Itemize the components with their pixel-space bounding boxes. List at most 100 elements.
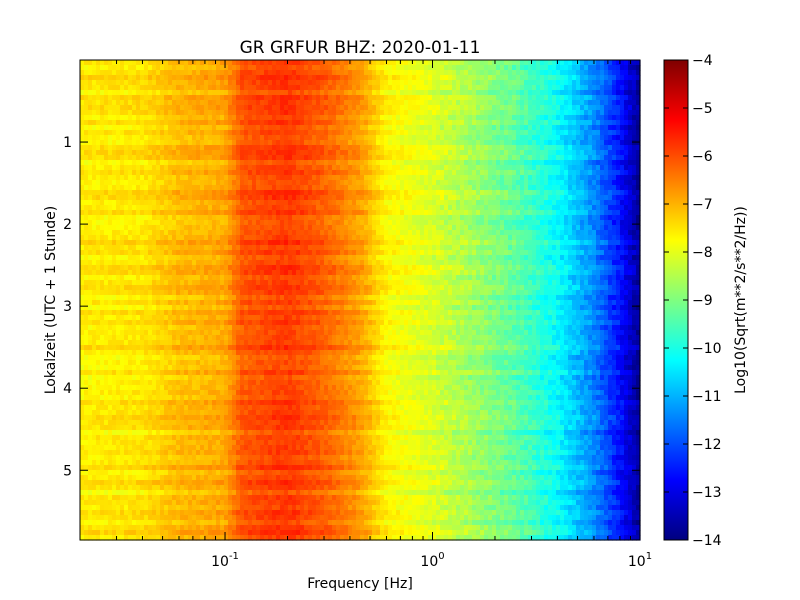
heatmap-cell [104,345,109,351]
heatmap-cell [164,525,169,531]
heatmap-cell [192,365,197,371]
heatmap-cell [88,425,93,431]
heatmap-cell [196,80,201,86]
heatmap-cell [220,290,225,296]
heatmap-cell [244,135,249,141]
heatmap-cell [188,385,193,391]
heatmap-cell [184,420,189,426]
heatmap-cell [92,235,97,241]
heatmap-cell [124,340,129,346]
heatmap-cell [104,510,109,516]
heatmap-cell [216,195,221,201]
heatmap-cell [240,115,245,121]
heatmap-cell [124,395,129,401]
heatmap-cell [196,270,201,276]
heatmap-cell [184,310,189,316]
heatmap-cell [184,535,189,541]
heatmap-cell [160,355,165,361]
heatmap-cell [244,185,249,191]
heatmap-cell [152,470,157,476]
heatmap-cell [144,345,149,351]
heatmap-cell [236,275,241,281]
heatmap-cell [108,525,113,531]
heatmap-cell [256,310,261,316]
heatmap-cell [204,535,209,541]
heatmap-cell [100,255,105,261]
heatmap-cell [196,70,201,76]
heatmap-cell [84,70,89,76]
heatmap-cell [180,360,185,366]
heatmap-cell [216,70,221,76]
heatmap-cell [188,205,193,211]
heatmap-cell [212,180,217,186]
heatmap-cell [128,525,133,531]
heatmap-cell [224,245,229,251]
heatmap-cell [260,255,265,261]
heatmap-cell [156,205,161,211]
heatmap-cell [268,85,273,91]
heatmap-cell [272,110,277,116]
heatmap-cell [256,390,261,396]
heatmap-cell [180,155,185,161]
heatmap-cell [252,265,257,271]
heatmap-cell [140,135,145,141]
heatmap-cell [264,360,269,366]
heatmap-cell [92,465,97,471]
heatmap-cell [272,525,277,531]
heatmap-cell [108,485,113,491]
heatmap-cell [80,145,85,151]
heatmap-cell [120,265,125,271]
heatmap-cell [164,270,169,276]
heatmap-cell [88,75,93,81]
heatmap-cell [216,220,221,226]
heatmap-cell [224,385,229,391]
heatmap-cell [200,190,205,196]
heatmap-cell [140,350,145,356]
heatmap-cell [112,405,117,411]
heatmap-cell [232,255,237,261]
heatmap-cell [96,80,101,86]
heatmap-cell [200,440,205,446]
heatmap-cell [152,225,157,231]
heatmap-cell [108,365,113,371]
heatmap-cell [272,460,277,466]
heatmap-cell [168,190,173,196]
heatmap-cell [220,190,225,196]
heatmap-cell [204,375,209,381]
heatmap-cell [232,230,237,236]
heatmap-cell [116,410,121,416]
heatmap-cell [168,315,173,321]
heatmap-cell [80,75,85,81]
heatmap-cell [224,435,229,441]
heatmap-cell [172,245,177,251]
heatmap-cell [280,495,285,501]
heatmap-cell [216,340,221,346]
heatmap-cell [164,360,169,366]
heatmap-cell [128,520,133,526]
heatmap-cell [272,80,277,86]
heatmap-cell [132,75,137,81]
heatmap-cell [208,315,213,321]
heatmap-cell [176,80,181,86]
heatmap-cell [108,240,113,246]
heatmap-cell [164,485,169,491]
heatmap-cell [120,520,125,526]
heatmap-cell [112,465,117,471]
heatmap-cell [112,415,117,421]
heatmap-cell [276,500,281,506]
heatmap-cell [92,535,97,541]
heatmap-cell [200,105,205,111]
heatmap-cell [164,65,169,71]
heatmap-cell [212,70,217,76]
heatmap-cell [212,400,217,406]
heatmap-cell [184,300,189,306]
heatmap-cell [256,495,261,501]
heatmap-cell [156,195,161,201]
heatmap-cell [136,185,141,191]
heatmap-cell [208,120,213,126]
heatmap-cell [168,515,173,521]
heatmap-cell [200,210,205,216]
heatmap-cell [132,210,137,216]
heatmap-cell [196,440,201,446]
heatmap-cell [144,265,149,271]
